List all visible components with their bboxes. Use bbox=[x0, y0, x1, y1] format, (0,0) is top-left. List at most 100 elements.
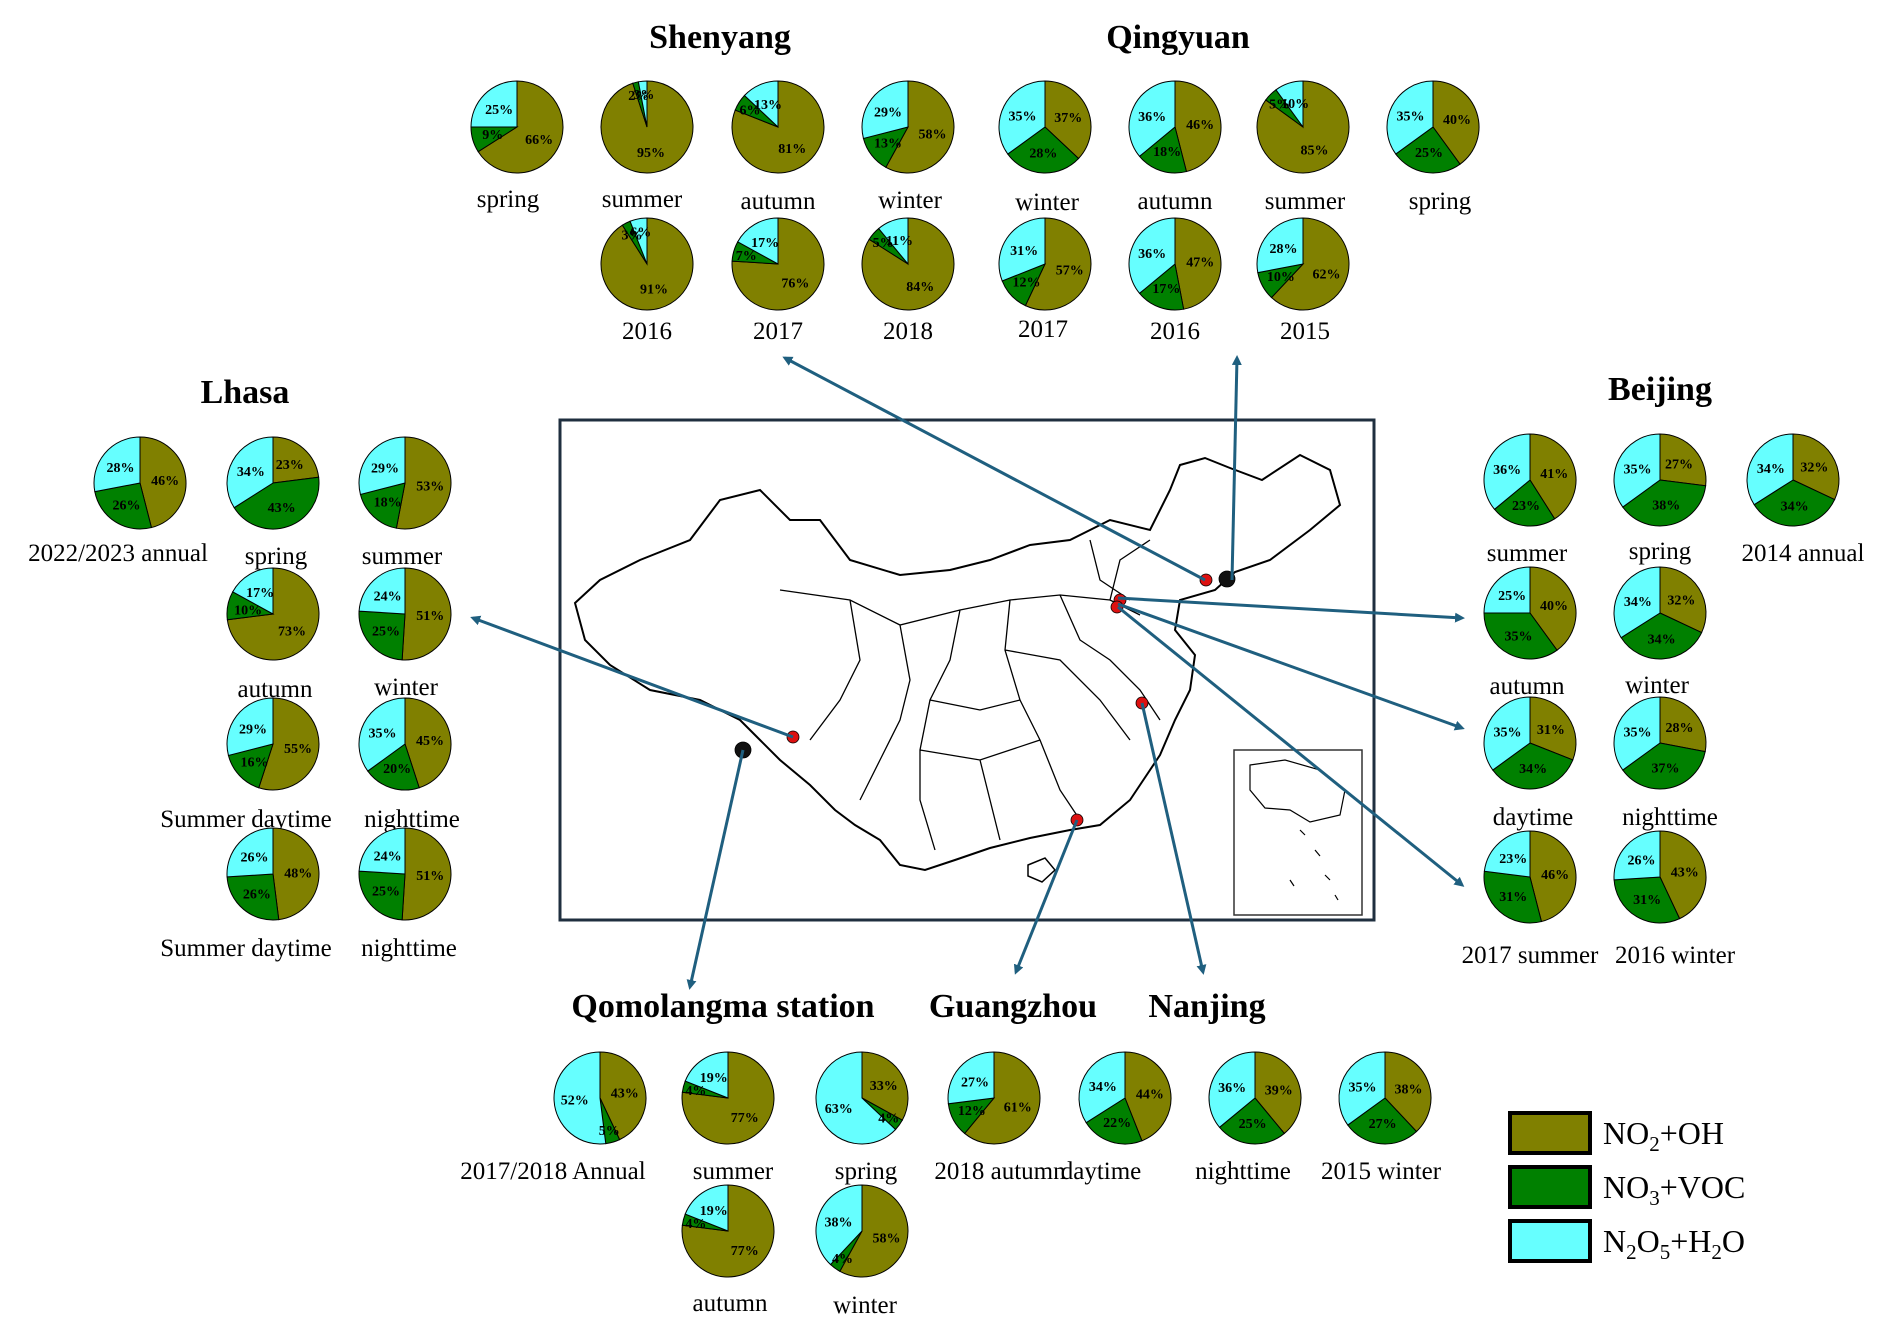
pie-slice-no3-voc bbox=[1622, 742, 1706, 790]
pie-category-label: spring bbox=[477, 186, 540, 213]
pie-percent-label: 77% bbox=[731, 1244, 759, 1259]
pie-slice-no2-oh bbox=[395, 436, 452, 530]
title-qingyuan: Qingyuan bbox=[1106, 19, 1250, 56]
pie-percent-label: 12% bbox=[958, 1104, 986, 1119]
pie-percent-label: 35% bbox=[1396, 110, 1424, 125]
pie-chart: 61% 12% 27% 2018 autumn bbox=[934, 1051, 1066, 1185]
pie-percent-label: 32% bbox=[1667, 593, 1695, 608]
pie-slice-no3-voc bbox=[233, 476, 320, 530]
pointer-arrow bbox=[1140, 702, 1207, 975]
pie-category-label: nighttime bbox=[1622, 804, 1718, 831]
pie-category-label: winter bbox=[374, 674, 439, 701]
pie-slice-no3-voc bbox=[1493, 479, 1556, 527]
title-nanjing: Nanjing bbox=[1148, 988, 1265, 1025]
pie-slice-no2-oh bbox=[1254, 1051, 1302, 1135]
pie-slice-n2o5-h2o bbox=[226, 436, 274, 509]
arrows bbox=[470, 355, 1465, 990]
pie-slice-no2-oh bbox=[963, 1051, 1041, 1145]
pie-percent-label: 25% bbox=[485, 103, 513, 118]
pie-slice-n2o5-h2o bbox=[1078, 1051, 1126, 1124]
pie-category-label: 2016 bbox=[622, 318, 672, 345]
pie-category-label: winter bbox=[1625, 672, 1690, 699]
pie-percent-label: 5% bbox=[873, 236, 894, 251]
title-beijing: Beijing bbox=[1608, 371, 1712, 408]
pie-percent-label: 35% bbox=[1348, 1081, 1376, 1096]
pie-slice-no2-oh bbox=[1659, 566, 1707, 634]
pie-slice-n2o5-h2o bbox=[743, 80, 779, 129]
pie-percent-label: 34% bbox=[1519, 762, 1547, 777]
pie-percent-label: 10% bbox=[1281, 97, 1309, 112]
pie-percent-label: 25% bbox=[1239, 1117, 1267, 1132]
pie-percent-label: 35% bbox=[1008, 110, 1036, 125]
pie-chart: 81% 6%13% autumn bbox=[731, 80, 825, 215]
title-shenyang: Shenyang bbox=[649, 19, 791, 56]
pie-percent-label: 73% bbox=[278, 625, 306, 640]
pie-slice-no3-voc bbox=[358, 610, 406, 661]
pie-slice-n2o5-h2o bbox=[1275, 80, 1304, 129]
pie-category-label: 2017 summer bbox=[1462, 942, 1599, 969]
pie-slice-no2-oh bbox=[1529, 830, 1577, 923]
pie-category-label: daytime bbox=[1061, 1158, 1142, 1185]
pie-percent-label: 5% bbox=[1269, 98, 1290, 113]
station-marker bbox=[1199, 573, 1213, 587]
pie-slice-n2o5-h2o bbox=[684, 1184, 729, 1232]
pie-percent-label: 19% bbox=[700, 1071, 728, 1086]
pie-slice-n2o5-h2o bbox=[815, 1184, 863, 1266]
pie-percent-label: 47% bbox=[1186, 256, 1214, 271]
pie-percent-label: 58% bbox=[873, 1231, 901, 1246]
pie-chart: 28% 37% 35% nighttime bbox=[1613, 696, 1718, 831]
pie-percent-label: 29% bbox=[874, 105, 902, 120]
pie-percent-label: 3% bbox=[621, 228, 642, 243]
pie-slice-no2-oh bbox=[1384, 1051, 1432, 1133]
pie-percent-label: 44% bbox=[1136, 1087, 1164, 1102]
pie-percent-label: 34% bbox=[1781, 499, 1809, 514]
pie-category-label: Summer daytime bbox=[160, 806, 332, 833]
pie-slice-n2o5-h2o bbox=[1613, 830, 1661, 881]
pie-percent-label: 35% bbox=[1493, 726, 1521, 741]
pie-slice-n2o5-h2o bbox=[947, 1051, 995, 1105]
pie-chart: 32% 34% 34% winter bbox=[1613, 566, 1707, 699]
pie-percent-label: 17% bbox=[751, 236, 779, 251]
pie-percent-label: 28% bbox=[1270, 242, 1298, 257]
pie-percent-label: 11% bbox=[886, 234, 913, 249]
pie-slice-no2-oh bbox=[139, 436, 187, 529]
pie-slice-no2-oh bbox=[1174, 80, 1222, 173]
pie-percent-label: 34% bbox=[1648, 632, 1676, 647]
pie-percent-label: 85% bbox=[1300, 144, 1328, 159]
pie-percent-label: 27% bbox=[1369, 1117, 1397, 1132]
pie-slice-n2o5-h2o bbox=[877, 217, 909, 266]
pie-slice-n2o5-h2o bbox=[998, 80, 1046, 155]
pie-chart: 40% 35% 25% autumn bbox=[1483, 566, 1577, 700]
pie-percent-label: 6% bbox=[740, 103, 761, 118]
pie-chart: 32% 34% 34% 2014 annual bbox=[1742, 433, 1864, 567]
pie-percent-label: 35% bbox=[1505, 630, 1533, 645]
pie-percent-label: 61% bbox=[1004, 1101, 1032, 1116]
pie-slice-n2o5-h2o bbox=[1483, 830, 1531, 878]
pie-slice-no2-oh bbox=[681, 1184, 775, 1278]
legend-label-no3-voc: NO3+VOC bbox=[1603, 1169, 1745, 1210]
pie-percent-label: 37% bbox=[1054, 111, 1082, 126]
pie-slice-n2o5-h2o bbox=[1338, 1051, 1386, 1126]
pie-percent-label: 12% bbox=[1013, 275, 1041, 290]
pie-chart: 23% 43% 34% spring bbox=[226, 436, 320, 570]
pie-percent-label: 34% bbox=[1089, 1080, 1117, 1095]
pie-percent-label: 25% bbox=[1415, 146, 1443, 161]
pie-chart: 47% 17% 36% 2016 bbox=[1128, 217, 1222, 345]
pie-chart: 40% 25% 35% spring bbox=[1386, 80, 1480, 215]
pie-percent-label: 46% bbox=[1186, 118, 1214, 133]
pie-percent-label: 23% bbox=[1512, 499, 1540, 514]
pie-chart: 27% 38% 35% spring bbox=[1613, 433, 1707, 565]
pie-slice-no3-voc bbox=[226, 873, 280, 921]
pie-category-label: winter bbox=[1015, 189, 1080, 216]
pie-percent-label: 51% bbox=[416, 869, 444, 884]
pie-category-label: Summer daytime bbox=[160, 935, 332, 962]
pie-category-label: 2017 bbox=[753, 318, 803, 345]
title-lhasa: Lhasa bbox=[201, 374, 290, 411]
pie-percent-label: 31% bbox=[1633, 893, 1661, 908]
pie-percent-label: 46% bbox=[1541, 868, 1569, 883]
pie-chart: 73%10%17%autumn bbox=[226, 567, 320, 703]
pie-percent-label: 63% bbox=[825, 1102, 853, 1117]
pie-slice-n2o5-h2o bbox=[226, 827, 274, 878]
pie-percent-label: 26% bbox=[243, 887, 271, 902]
